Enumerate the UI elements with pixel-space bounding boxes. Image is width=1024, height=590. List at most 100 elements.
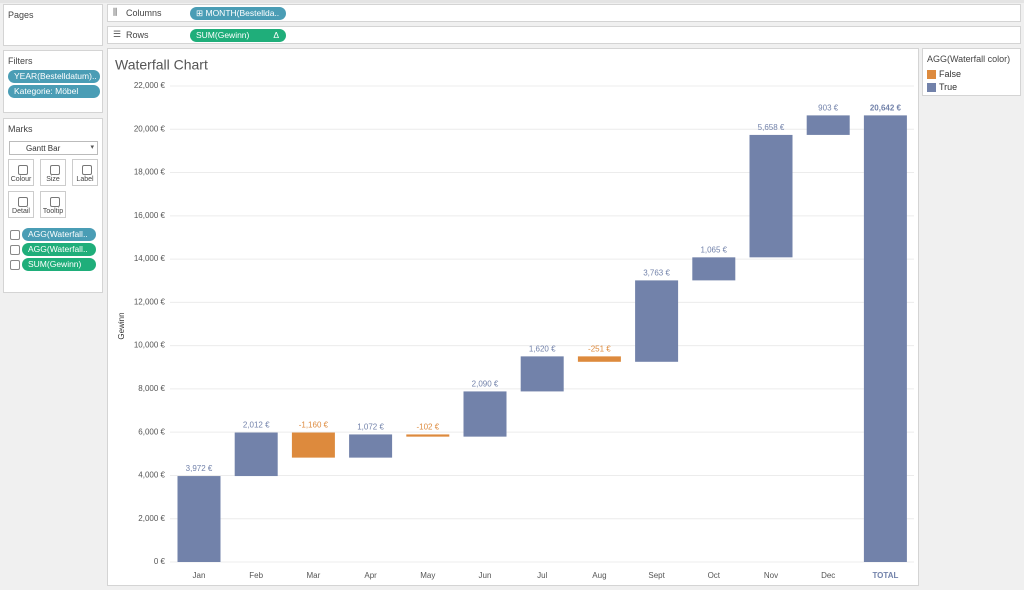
value-label: -251 € <box>588 344 611 353</box>
total-bar <box>863 115 907 563</box>
x-tick-label: Feb <box>249 571 263 580</box>
bar <box>520 356 564 392</box>
button-icon <box>82 165 92 175</box>
pill-icon: Δ <box>273 30 279 40</box>
legend: AGG(Waterfall color) False True <box>922 48 1021 96</box>
y-tick-label: 18,000 € <box>134 168 166 177</box>
x-tick-label: Oct <box>708 571 721 580</box>
x-tick-label: Jan <box>193 571 206 580</box>
mark-button[interactable]: Size <box>40 159 66 186</box>
bar <box>577 356 621 362</box>
button-label: Colour <box>10 176 32 183</box>
y-tick-label: 4,000 € <box>138 471 165 480</box>
dropdown-arrow: ▾ <box>90 144 94 151</box>
chart-panel: Waterfall Chart Gewinn 0 € 2,000 € 4,000 €… <box>107 48 919 586</box>
columns-shelf: ⫼ Columns ⊞ MONTH(Bestellda.. <box>107 4 1021 22</box>
pill-icon <box>10 245 20 255</box>
x-tick-label: TOTAL <box>872 571 898 580</box>
x-tick-label: Sept <box>648 571 665 580</box>
pill-text: MONTH(Bestellda.. <box>205 8 280 18</box>
value-label: 1,620 € <box>529 344 556 353</box>
pages-title: Pages <box>8 10 34 20</box>
pill-icon <box>10 260 20 270</box>
legend-swatch <box>927 70 936 79</box>
y-axis-title: Gewinn <box>117 312 126 339</box>
pages-card: Pages <box>3 4 103 46</box>
mark-pill[interactable]: SUM(Gewinn) <box>22 258 96 271</box>
columns-pill[interactable]: ⊞ MONTH(Bestellda.. <box>190 7 286 20</box>
value-label: 2,012 € <box>243 421 270 430</box>
x-tick-label: Nov <box>764 571 778 580</box>
button-label: Tooltip <box>42 208 64 215</box>
x-tick-label: Jun <box>479 571 492 580</box>
filters-title: Filters <box>8 56 33 66</box>
button-icon <box>18 165 28 175</box>
bar <box>349 434 393 458</box>
bar <box>692 257 736 281</box>
filters-card: Filters YEAR(Bestelldatum).. Kategorie: M… <box>3 50 103 113</box>
bar <box>406 434 450 437</box>
value-label: 5,658 € <box>758 123 785 132</box>
bar <box>463 391 507 437</box>
mark-type: Gantt Bar <box>26 144 61 153</box>
legend-swatch <box>927 83 936 92</box>
y-tick-label: 20,000 € <box>134 124 166 133</box>
value-label: -102 € <box>416 423 439 432</box>
y-tick-label: 2,000 € <box>138 514 165 523</box>
chart: Waterfall Chart Gewinn 0 € 2,000 € 4,000 €… <box>115 57 914 580</box>
y-tick-label: 0 € <box>154 557 166 566</box>
mark-type-dropdown[interactable]: Gantt Bar ▾ <box>9 141 98 155</box>
value-label: -1,160 € <box>299 421 329 430</box>
legend-label: False <box>939 69 962 79</box>
y-tick-label: 10,000 € <box>134 341 166 350</box>
value-label: 2,090 € <box>472 380 499 389</box>
mark-pill[interactable]: AGG(Waterfall.. <box>22 228 96 241</box>
value-label: 3,763 € <box>643 268 670 277</box>
x-tick-label: Apr <box>364 571 377 580</box>
marks-title: Marks <box>8 124 33 134</box>
mark-pill[interactable]: AGG(Waterfall.. <box>22 243 96 256</box>
mark-button[interactable]: Colour <box>8 159 34 186</box>
mark-button[interactable]: Tooltip <box>40 191 66 218</box>
rows-shelf: ☰ Rows SUM(Gewinn) Δ <box>107 26 1021 44</box>
mark-button[interactable]: Label <box>72 159 98 186</box>
bar <box>234 432 278 477</box>
button-label: Size <box>46 176 60 183</box>
y-tick-label: 22,000 € <box>134 81 166 90</box>
bar <box>806 115 850 135</box>
x-tick-label: Dec <box>821 571 835 580</box>
pill-icon: ⊞ <box>196 8 206 18</box>
value-label: 1,072 € <box>357 423 384 432</box>
rows-pill[interactable]: SUM(Gewinn) Δ <box>190 29 286 42</box>
x-tick-label: Mar <box>307 571 321 580</box>
y-tick-label: 12,000 € <box>134 297 166 306</box>
y-tick-label: 6,000 € <box>138 427 165 436</box>
shelf-icon: ☰ <box>113 29 122 39</box>
y-tick-label: 16,000 € <box>134 211 166 220</box>
x-tick-label: May <box>420 571 435 580</box>
shelf-icon: ⫼ <box>113 7 118 17</box>
button-icon <box>50 197 60 207</box>
pill-text: SUM(Gewinn) <box>196 30 250 40</box>
bar <box>177 476 221 562</box>
filter-pill[interactable]: YEAR(Bestelldatum).. <box>8 70 100 83</box>
columns-label: Columns <box>126 8 162 18</box>
x-tick-label: Jul <box>537 571 547 580</box>
bar <box>291 432 335 458</box>
button-icon <box>50 165 60 175</box>
legend-label: True <box>939 82 958 92</box>
filter-pill[interactable]: Kategorie: Möbel <box>8 85 100 98</box>
bar <box>635 280 679 362</box>
chart-title: Waterfall Chart <box>115 57 208 73</box>
marks-card: Marks Gantt Bar ▾ Colour Size Label Detail T… <box>3 118 103 293</box>
mark-button[interactable]: Detail <box>8 191 34 218</box>
value-label: 3,972 € <box>186 464 213 473</box>
rows-label: Rows <box>126 30 149 40</box>
pill-icon <box>10 230 20 240</box>
button-label: Detail <box>12 208 30 215</box>
tab-strip <box>0 0 1024 3</box>
button-label: Label <box>76 176 94 183</box>
legend-title: AGG(Waterfall color) <box>927 54 1011 64</box>
x-tick-label: Aug <box>592 571 606 580</box>
